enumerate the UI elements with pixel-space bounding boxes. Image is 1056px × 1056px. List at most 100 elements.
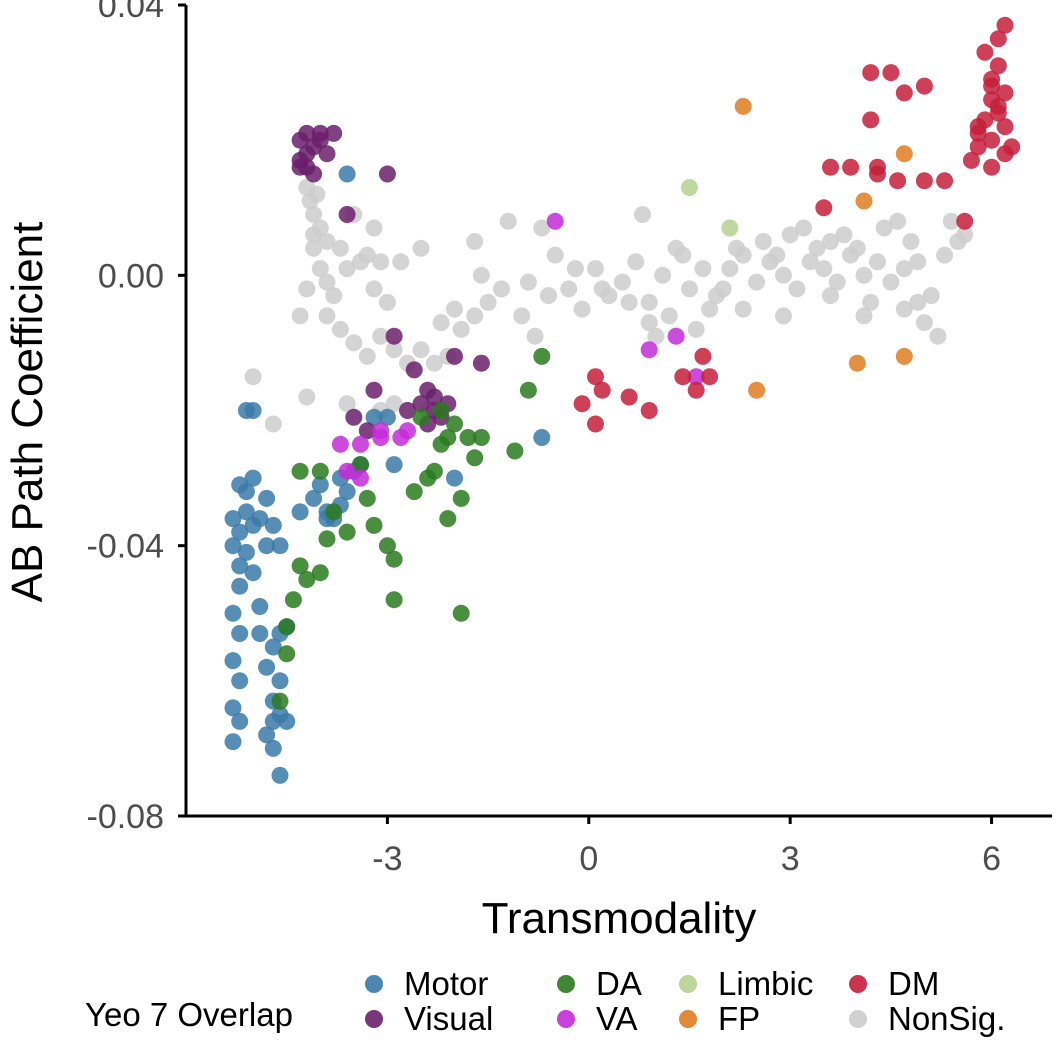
- data-point-dm: [862, 64, 880, 82]
- data-point-motor: [278, 712, 296, 730]
- data-point-visual: [345, 408, 363, 426]
- data-point-dm: [882, 64, 900, 82]
- data-point-visual: [358, 422, 376, 440]
- data-point-nonsig: [942, 212, 960, 230]
- data-point-nonsig: [466, 307, 484, 325]
- data-point-fp: [734, 97, 752, 115]
- data-point-va: [546, 212, 564, 230]
- legend-key-visual: [365, 1010, 383, 1028]
- data-point-nonsig: [412, 239, 430, 257]
- data-point-motor: [251, 625, 269, 642]
- data-point-da: [405, 483, 423, 501]
- y-axis-title: AB Path Coefficient: [3, 222, 52, 603]
- data-point-nonsig: [835, 226, 853, 244]
- data-point-da: [519, 381, 537, 399]
- data-point-motor: [231, 523, 249, 541]
- data-point-nonsig: [801, 253, 819, 271]
- data-point-visual: [318, 145, 336, 163]
- legend-label-dm: DM: [888, 965, 939, 1002]
- data-point-fp: [895, 145, 913, 163]
- data-point-da: [425, 462, 443, 480]
- legend-key-da: [557, 975, 575, 993]
- data-point-nonsig: [331, 239, 349, 257]
- data-point-nonsig: [452, 320, 470, 338]
- data-point-visual: [405, 361, 423, 379]
- data-point-nonsig: [305, 239, 323, 257]
- data-point-dm: [983, 158, 1001, 176]
- data-point-nonsig: [781, 226, 799, 244]
- data-point-nonsig: [385, 395, 403, 413]
- data-point-motor: [258, 726, 276, 744]
- data-point-nonsig: [587, 260, 604, 278]
- data-point-nonsig: [318, 273, 336, 291]
- data-point-nonsig: [687, 320, 705, 338]
- data-point-motor: [231, 672, 249, 690]
- data-point-va: [640, 341, 658, 359]
- data-point-nonsig: [694, 260, 712, 278]
- data-point-nonsig: [338, 395, 356, 413]
- x-axis-title: Transmodality: [482, 894, 757, 943]
- data-point-dm: [842, 158, 860, 176]
- data-point-motor: [385, 456, 403, 474]
- data-point-motor: [264, 516, 282, 534]
- data-point-nonsig: [634, 206, 651, 223]
- data-point-visual: [298, 124, 316, 142]
- data-point-dm: [983, 77, 1001, 95]
- data-point-limbic: [681, 179, 698, 196]
- data-point-motor: [231, 625, 249, 642]
- data-point-motor: [224, 510, 242, 528]
- data-point-motor: [244, 564, 262, 582]
- data-point-dm: [573, 395, 591, 413]
- data-point-nonsig: [734, 300, 752, 318]
- data-point-nonsig: [815, 260, 833, 278]
- data-point-nonsig: [446, 300, 463, 318]
- data-point-dm: [889, 172, 907, 190]
- data-point-va: [399, 422, 416, 440]
- data-point-da: [311, 564, 329, 582]
- data-point-motor: [244, 469, 262, 487]
- data-point-nonsig: [748, 273, 766, 291]
- data-point-motor: [338, 165, 356, 183]
- data-point-motor: [311, 476, 329, 494]
- legend-key-fp: [679, 1010, 697, 1028]
- data-point-nonsig: [889, 212, 907, 230]
- data-point-dm: [815, 199, 833, 217]
- data-point-nonsig: [728, 239, 745, 257]
- data-point-nonsig: [848, 239, 866, 257]
- data-point-nonsig: [822, 287, 839, 305]
- data-point-nonsig: [378, 293, 396, 311]
- data-point-dm: [989, 30, 1007, 48]
- data-point-dm: [983, 131, 1001, 149]
- legend-label-limbic: Limbic: [718, 965, 813, 1002]
- data-point-nonsig: [358, 347, 376, 365]
- data-point-nonsig: [560, 280, 578, 298]
- data-point-nonsig: [895, 300, 913, 318]
- data-point-fp: [848, 354, 866, 372]
- data-point-nonsig: [479, 293, 497, 311]
- data-point-motor: [224, 652, 242, 670]
- data-point-nonsig: [392, 253, 410, 271]
- legend-title: Yeo 7 Overlap: [85, 996, 293, 1033]
- legend-label-motor: Motor: [404, 965, 488, 1002]
- data-point-nonsig: [513, 307, 531, 325]
- data-point-nonsig: [775, 266, 792, 284]
- data-point-dm: [687, 381, 705, 399]
- data-point-dm: [701, 368, 719, 386]
- data-point-dm: [694, 347, 712, 365]
- data-point-motor: [264, 739, 282, 757]
- data-point-dm: [996, 84, 1014, 102]
- data-point-visual: [412, 395, 430, 413]
- data-point-nonsig: [909, 253, 927, 271]
- data-point-nonsig: [385, 341, 403, 359]
- data-point-da: [291, 557, 309, 575]
- data-point-da: [385, 591, 403, 609]
- data-point-visual: [399, 402, 416, 419]
- data-point-motor: [446, 469, 463, 487]
- data-point-motor: [237, 543, 255, 561]
- data-point-dm: [593, 381, 611, 399]
- data-point-nonsig: [754, 233, 772, 250]
- data-point-nonsig: [311, 260, 329, 278]
- data-point-nonsig: [305, 206, 323, 223]
